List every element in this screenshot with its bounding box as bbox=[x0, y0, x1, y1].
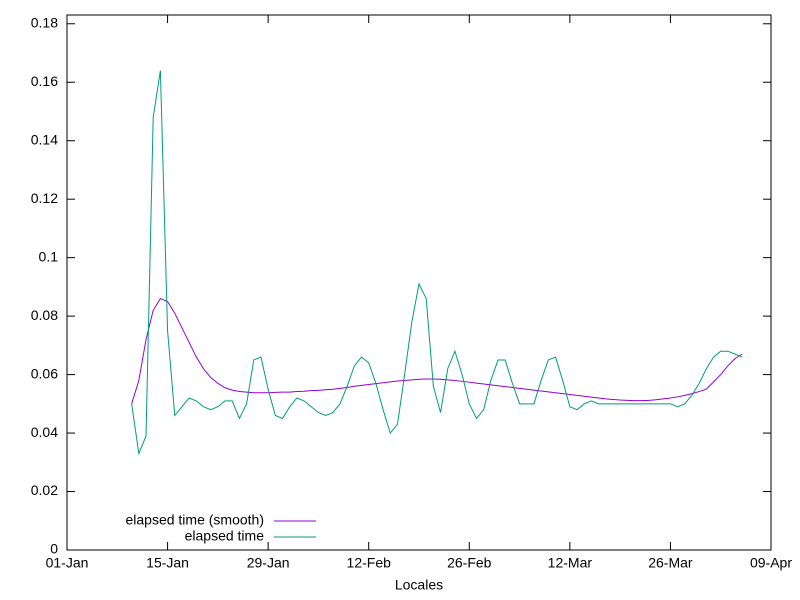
series-line bbox=[131, 297, 743, 404]
y-tick-label: 0.06 bbox=[31, 365, 58, 381]
x-tick-label: 12-Feb bbox=[347, 555, 392, 571]
y-tick-label: 0.18 bbox=[31, 14, 58, 30]
x-tick-label: 15-Jan bbox=[146, 555, 189, 571]
x-tick-label: 29-Jan bbox=[247, 555, 290, 571]
x-tick-label: 12-Mar bbox=[548, 555, 593, 571]
y-tick-label: 0.04 bbox=[31, 424, 58, 440]
plot-frame bbox=[66, 14, 772, 551]
y-tick-label: 0.14 bbox=[31, 131, 58, 147]
x-tick-label: 26-Mar bbox=[648, 555, 693, 571]
y-tick-label: 0.12 bbox=[31, 190, 58, 206]
x-tick-label: 01-Jan bbox=[46, 555, 89, 571]
x-tick-label: 09-Apr bbox=[750, 555, 792, 571]
y-tick-label: 0.16 bbox=[31, 73, 58, 89]
x-tick-label: 26-Feb bbox=[447, 555, 492, 571]
y-tick-label: 0.08 bbox=[31, 307, 58, 323]
y-tick-label: 0.02 bbox=[31, 482, 58, 498]
y-tick-label: 0 bbox=[50, 541, 58, 557]
x-axis-label: Locales bbox=[395, 577, 443, 593]
legend-label: elapsed time (smooth) bbox=[125, 512, 264, 528]
y-tick-label: 0.1 bbox=[39, 248, 59, 264]
series-line bbox=[131, 70, 743, 456]
legend-label: elapsed time bbox=[185, 528, 265, 544]
